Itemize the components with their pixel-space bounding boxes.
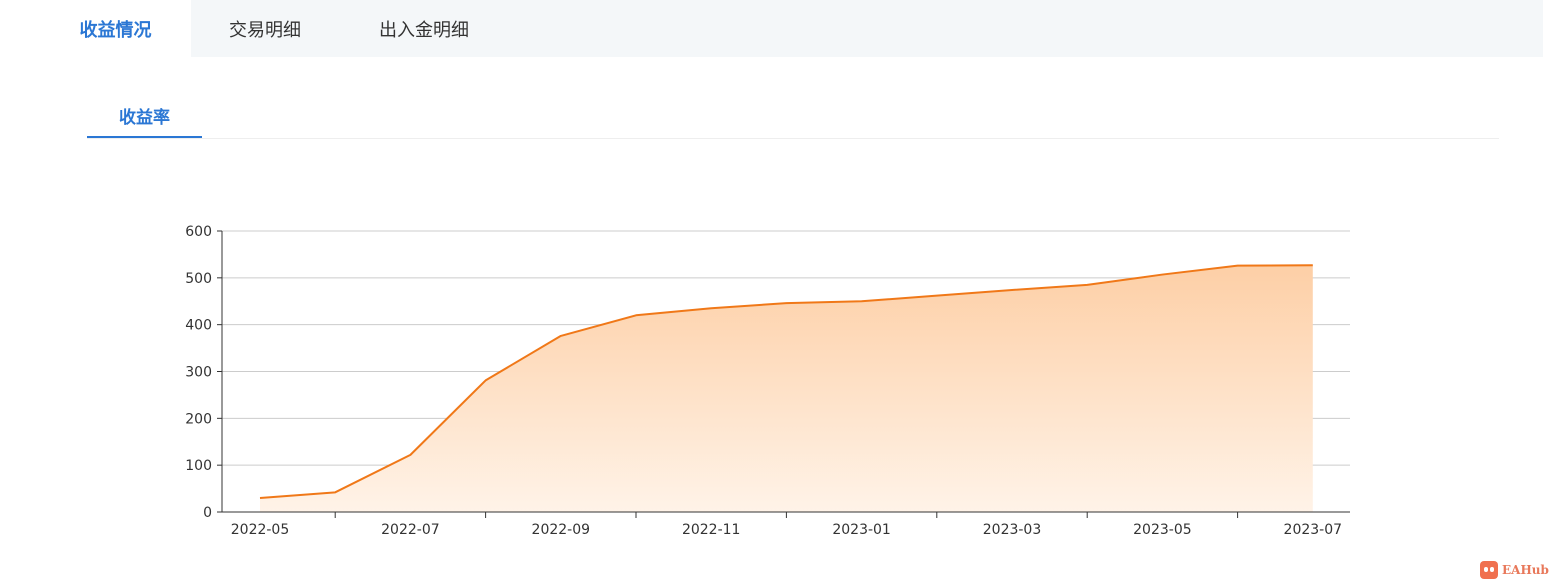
y-tick-label: 100 [185, 458, 212, 474]
data-point-2022-08[interactable] [483, 377, 489, 383]
subtab-return-rate[interactable]: 收益率 [87, 94, 202, 138]
data-point-2023-02[interactable] [934, 293, 940, 299]
data-point-2022-11[interactable] [708, 305, 714, 311]
y-tick-label: 400 [185, 318, 212, 334]
sub-tab-bar: 收益率 [87, 94, 1499, 139]
eahub-watermark: EAHub [1480, 561, 1549, 579]
tab-earnings[interactable]: 收益情况 [40, 0, 191, 57]
y-tick-label: 300 [185, 365, 212, 381]
data-point-2022-10[interactable] [633, 312, 639, 318]
x-tick-label: 2023-05 [1133, 522, 1192, 538]
series-line-path [259, 264, 1313, 499]
x-tick-label: 2023-01 [832, 522, 891, 538]
x-tick-label: 2022-09 [532, 522, 591, 538]
tick-labels: 0 100 200 300 400 500 600 2022-05 2022-07 2022-09… [185, 224, 1342, 538]
series-area [260, 265, 1313, 512]
data-point-2023-04[interactable] [1084, 282, 1090, 288]
data-point-2023-07[interactable] [1310, 262, 1316, 268]
x-tick-label: 2022-11 [682, 522, 741, 538]
data-point-2022-12[interactable] [783, 300, 789, 306]
area-fill [260, 265, 1313, 512]
data-point-2022-06[interactable] [332, 489, 338, 495]
eahub-logo-icon [1480, 561, 1498, 579]
y-tick-label: 600 [185, 224, 212, 240]
data-point-2023-03[interactable] [1009, 287, 1015, 293]
axes [217, 230, 1350, 518]
data-point-2022-09[interactable] [558, 333, 564, 339]
data-point-2023-06[interactable] [1235, 263, 1241, 269]
y-tick-label: 500 [185, 271, 212, 287]
data-point-2023-05[interactable] [1159, 272, 1165, 278]
watermark-text: EAHub [1502, 563, 1549, 577]
tab-trade-details[interactable]: 交易明细 [229, 19, 301, 41]
y-tick-label: 200 [185, 411, 212, 427]
y-tick-label: 0 [203, 505, 212, 521]
series-line [257, 262, 1316, 501]
data-point-2023-01[interactable] [859, 298, 865, 304]
tab-deposit-withdrawal-details[interactable]: 出入金明细 [379, 19, 469, 41]
data-point-2022-07[interactable] [407, 452, 413, 458]
x-tick-label: 2023-03 [983, 522, 1042, 538]
x-tick-label: 2022-07 [381, 522, 440, 538]
x-tick-label: 2022-05 [231, 522, 290, 538]
top-tab-bar: 收益情况 交易明细 出入金明细 [40, 0, 1543, 57]
data-point-2022-05[interactable] [257, 495, 263, 501]
x-tick-label: 2023-07 [1284, 522, 1343, 538]
